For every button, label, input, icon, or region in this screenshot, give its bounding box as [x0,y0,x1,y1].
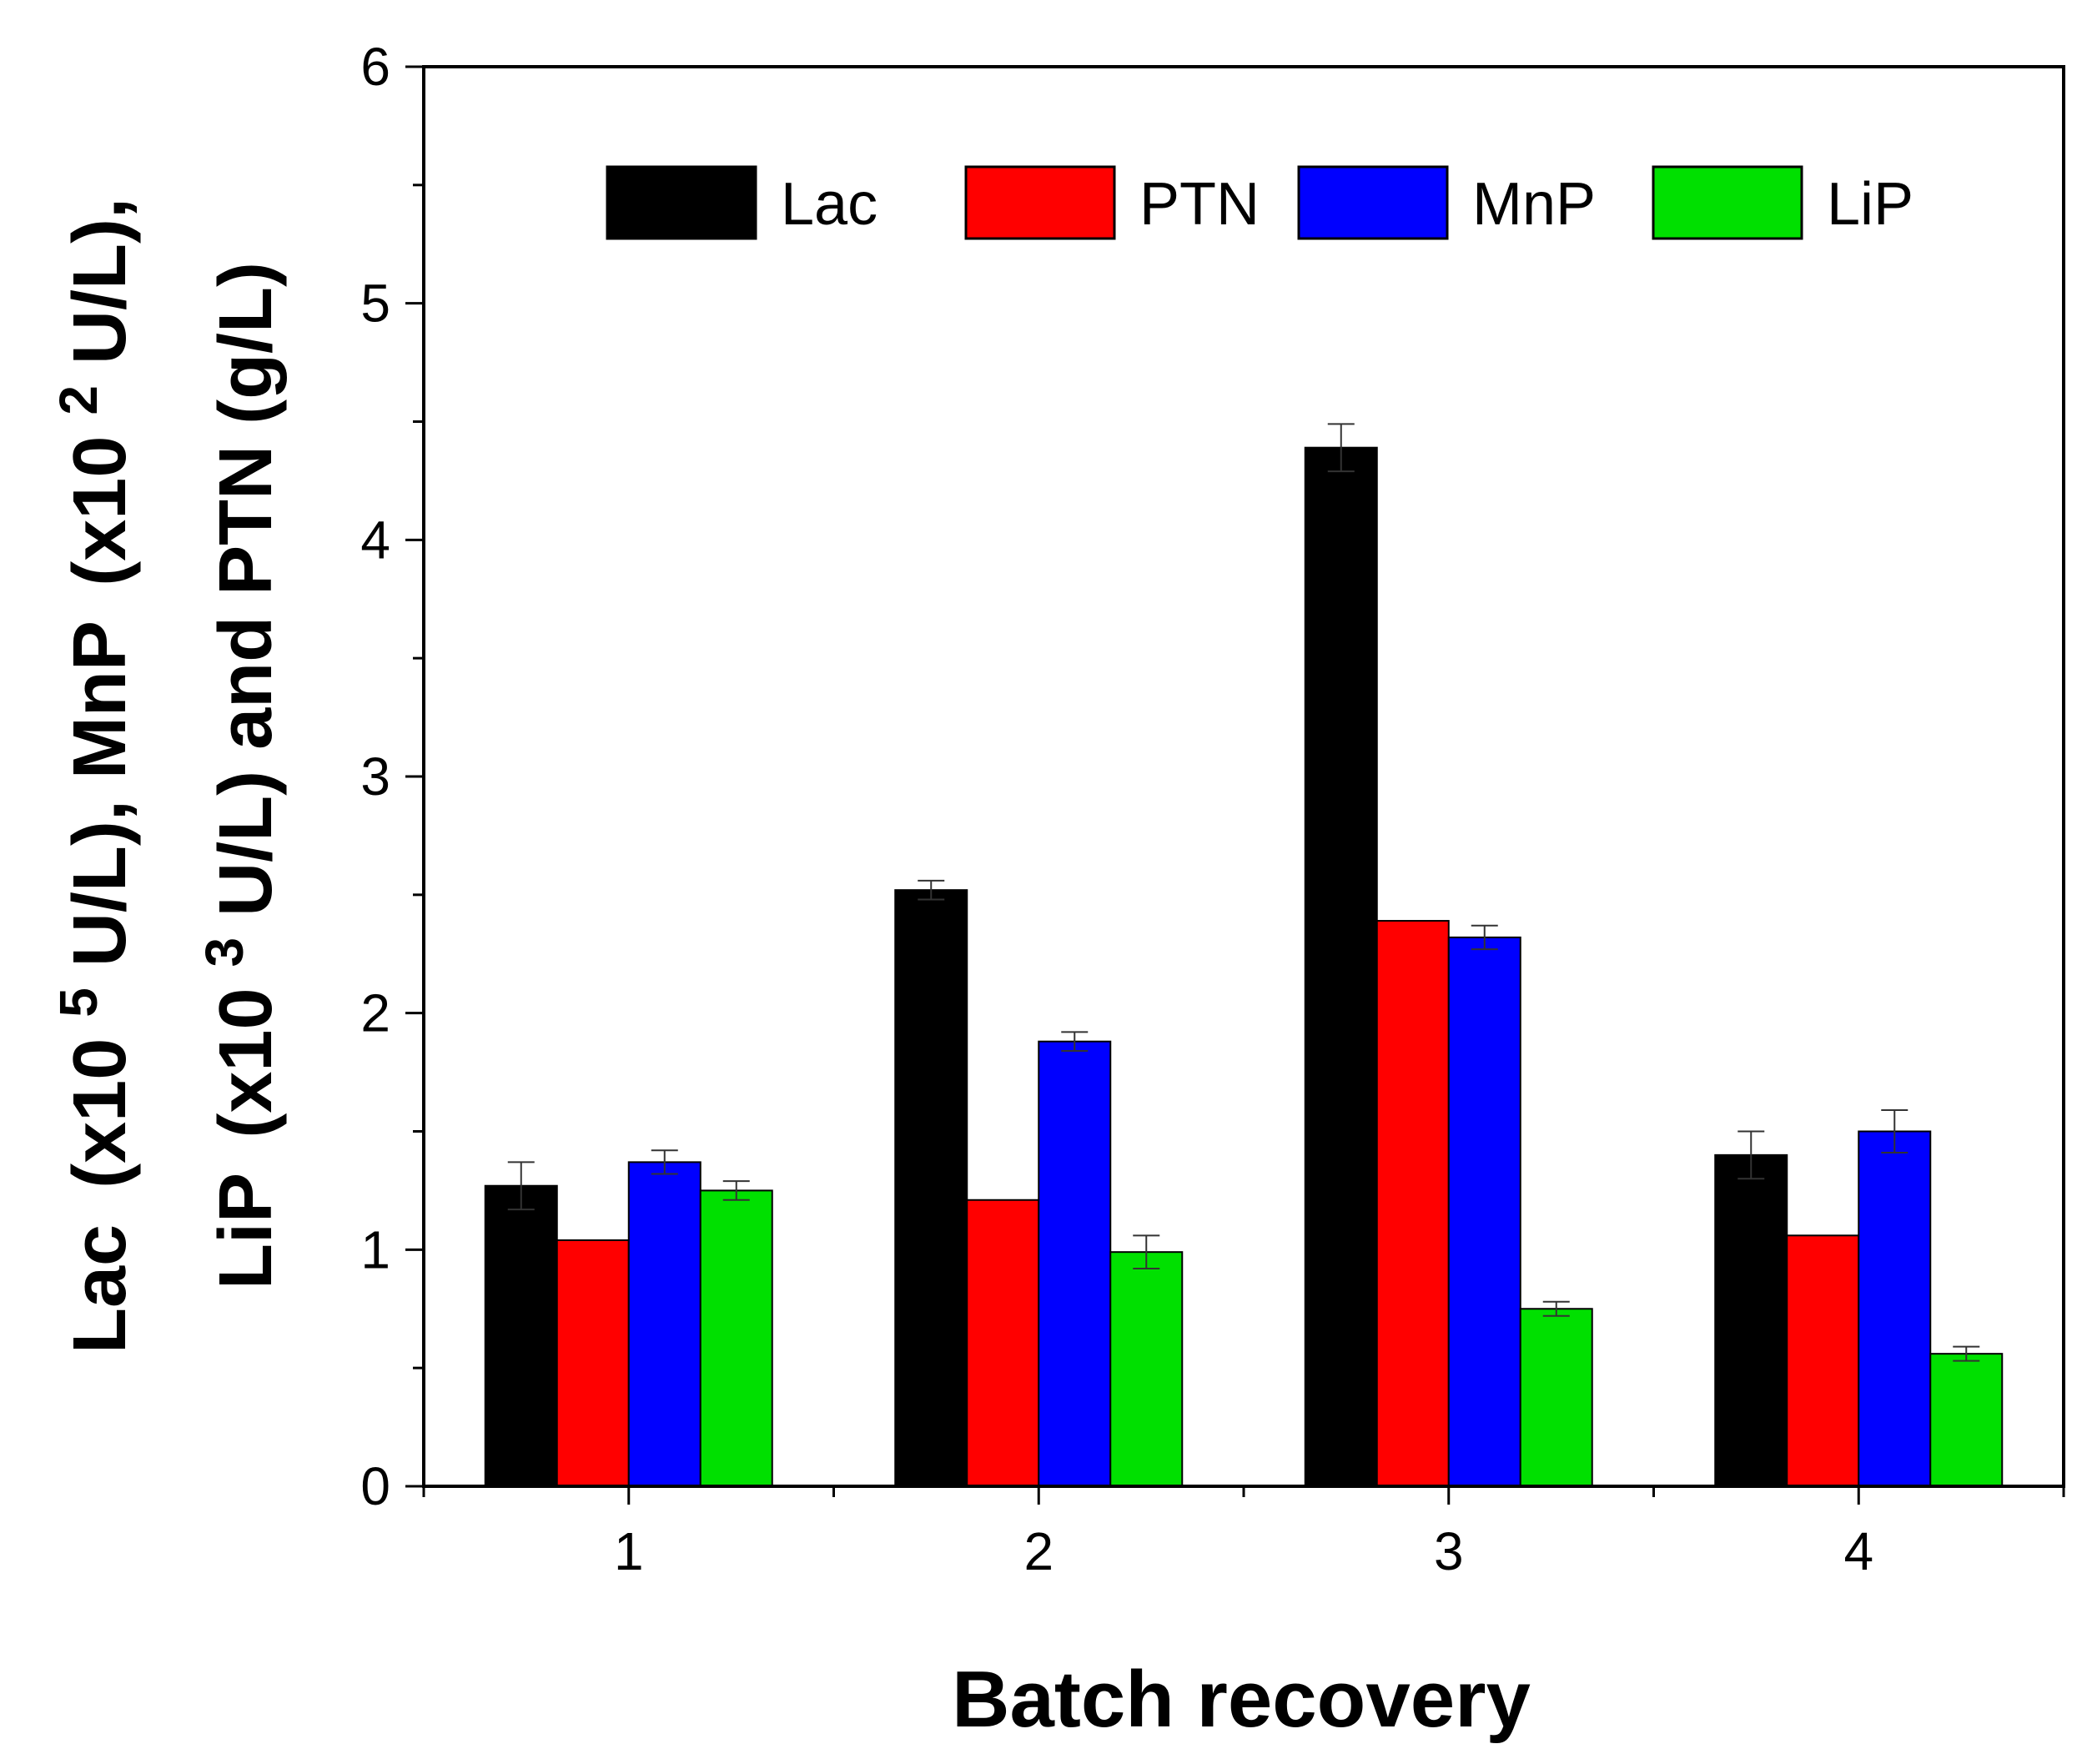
bars [484,446,2004,1488]
x-tick-label: 2 [1023,1521,1054,1581]
y-title-unit3: U/L) [204,750,288,917]
svg-text:Lac (x10 5: Lac (x10 5 U/L), MnP (x10 2 U/L), [30,198,142,1354]
x-axis-title: Batch recovery [952,1655,1531,1744]
x-tick-labels: 1 2 3 4 [614,1521,1873,1581]
y-axis-title: Lac (x10 5 U/L), MnP (x10 2 U/L), LiP (x… [30,198,288,1354]
y-tick-label: 1 [360,1219,390,1279]
legend-swatch-mnp [1297,165,1449,240]
bar-mnp-3 [1447,936,1521,1487]
y-title-sup2: 2 [48,385,108,415]
bar-mnp-1 [627,1161,702,1488]
bar-lac-1 [484,1184,558,1487]
y-tick-label: 2 [360,983,390,1043]
y-title-unit2: U/L), [58,198,142,364]
bar-lip-1 [699,1189,773,1487]
bar-lac-3 [1304,446,1378,1487]
legend-label-lac: Lac [781,171,878,238]
bar-ptn-3 [1375,920,1450,1487]
errorbar-lac-2 [918,879,945,901]
errorbar-lip-4 [1953,1345,1980,1362]
errorbar-lac-1 [507,1161,535,1211]
bar-mnp-4 [1858,1130,1932,1487]
legend-swatch-lip [1652,165,1803,240]
legend-item-lip: LiP [1652,165,1914,240]
x-tick-label: 4 [1843,1521,1873,1581]
legend-label-mnp: MnP [1472,171,1596,238]
bar-lip-3 [1519,1308,1593,1487]
y-tick-label: 6 [360,37,390,97]
bar-lip-2 [1109,1251,1184,1488]
errorbar-mnp-1 [651,1149,678,1175]
errorbar-mnp-3 [1471,924,1498,951]
bar-ptn-2 [966,1199,1040,1487]
errorbar-lip-1 [722,1180,750,1201]
legend-label-lip: LiP [1827,171,1914,238]
bar-lac-2 [894,889,968,1488]
errorbar-lip-3 [1542,1300,1570,1317]
y-title-sup3: 3 [194,937,254,967]
legend-swatch-ptn [964,165,1116,240]
legend-label-ptn: PTN [1139,171,1260,238]
y-tick-labels: 0 1 2 3 4 5 6 [360,37,390,1516]
y-title-paren3: (x10 [204,988,288,1138]
x-tick-label: 1 [614,1521,644,1581]
error-bars [507,423,1980,1362]
bar-lip-4 [1929,1353,2004,1487]
y-tick-label: 4 [360,510,390,570]
y-title-sup1: 5 [48,988,108,1018]
bar-ptn-1 [556,1239,630,1488]
legend-swatch-lac [606,165,757,240]
legend-item-lac: Lac [606,165,878,240]
legend-item-ptn: PTN [964,165,1260,240]
x-tick-label: 3 [1434,1521,1464,1581]
y-title-paren1: (x10 [58,1038,142,1189]
y-title-unit1: U/L), [58,779,142,967]
axis-ticks [405,65,2065,1505]
y-title-lac: Lac [58,1224,142,1354]
legend-item-mnp: MnP [1297,165,1596,240]
y-title-and-ptn: and PTN (g/L) [204,262,288,750]
errorbar-lac-3 [1327,423,1355,473]
errorbar-lac-4 [1738,1130,1765,1180]
errorbar-mnp-2 [1061,1031,1089,1053]
y-tick-label: 0 [360,1456,390,1516]
y-title-lip: LiP [204,1174,288,1289]
y-title-mnp: MnP [58,622,142,779]
bar-lac-4 [1714,1153,1788,1488]
errorbar-mnp-4 [1881,1108,1908,1154]
y-tick-label: 3 [360,746,390,807]
bar-ptn-4 [1786,1234,1860,1488]
plot-frame [422,65,2065,1488]
errorbar-lip-2 [1133,1234,1160,1270]
y-tick-label: 5 [360,274,390,334]
legend: Lac PTN MnP LiP [606,165,1914,240]
y-title-paren2: (x10 [58,436,142,586]
bar-mnp-2 [1038,1040,1112,1487]
svg-text:LiP (x10 3: LiP (x10 3 U/L) and PTN (g/L) [176,262,288,1289]
